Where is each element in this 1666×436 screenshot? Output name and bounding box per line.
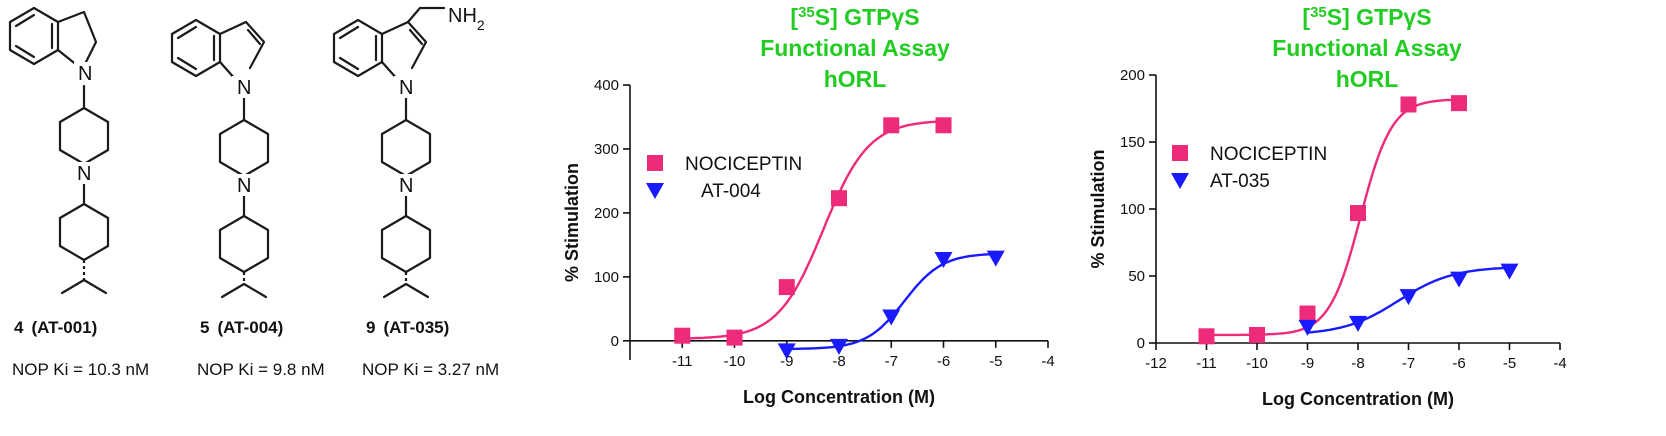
data-point — [726, 329, 743, 346]
x-tick-label: -7 — [885, 353, 898, 370]
series-curve-nociceptin — [1206, 98, 1459, 337]
compound-9-ki: NOP Ki = 3.27 nM — [362, 360, 499, 379]
data-point — [882, 309, 901, 326]
data-point — [1500, 263, 1519, 280]
chart-title-line2: Functional Assay — [760, 35, 950, 61]
legend-label: NOCICEPTIN — [1210, 144, 1327, 165]
y-tick-label: 50 — [1128, 268, 1145, 285]
y-tick-label: 200 — [594, 205, 619, 222]
data-point — [1349, 315, 1367, 332]
y-axis-title: % Stimulation — [562, 163, 582, 282]
data-point — [831, 190, 847, 207]
y-tick-label: 300 — [594, 141, 619, 158]
compound-9-label: 9 (AT-035) — [366, 318, 449, 337]
y-tick-label: 400 — [594, 77, 619, 94]
data-point — [778, 279, 795, 296]
legend-label: AT-035 — [1210, 171, 1270, 192]
x-tick-label: -11 — [672, 353, 693, 370]
y-tick-label: 0 — [611, 333, 619, 350]
atom-n: N — [399, 77, 413, 99]
x-tick-label: -4 — [1553, 355, 1566, 372]
data-point — [674, 327, 691, 344]
chart-title-line2: Functional Assay — [1272, 35, 1462, 61]
x-tick-label: -9 — [1301, 355, 1314, 372]
chart-title-line3: hORL — [1336, 66, 1399, 92]
data-point — [1299, 305, 1316, 322]
series-curve-nociceptin — [682, 120, 944, 340]
compound-5-ki: NOP Ki = 9.8 nM — [197, 360, 325, 379]
compound-4-ki: NOP Ki = 10.3 nM — [12, 360, 149, 379]
y-tick-label: 200 — [1120, 67, 1145, 84]
atom-n: N — [78, 63, 92, 85]
legend-marker — [1172, 145, 1188, 161]
x-tick-label: -6 — [1452, 355, 1465, 372]
x-tick-label: -10 — [724, 353, 746, 370]
data-point — [883, 117, 900, 134]
series-curve-at-004 — [786, 252, 996, 351]
legend-marker — [1171, 173, 1189, 189]
y-tick-label: 0 — [1137, 335, 1145, 352]
y-tick-label: 100 — [1120, 201, 1145, 218]
nh2-group: NH2 — [448, 5, 485, 33]
data-point — [934, 251, 953, 268]
x-axis-title: Log Concentration (M) — [743, 387, 935, 407]
x-tick-label: -5 — [989, 353, 1002, 370]
data-point — [1298, 319, 1317, 336]
data-point — [830, 338, 848, 355]
atom-n: N — [237, 175, 251, 197]
legend-label: NOCICEPTIN — [685, 154, 802, 175]
x-tick-label: -6 — [937, 353, 950, 370]
x-tick-label: -5 — [1503, 355, 1516, 372]
x-axis-title: Log Concentration (M) — [1262, 389, 1454, 409]
structure-compound-4: N N — [8, 6, 110, 295]
chart-title-line1: [35S] GTPγS — [1302, 4, 1431, 31]
atom-n: N — [399, 175, 413, 197]
data-point — [1350, 205, 1366, 222]
x-tick-label: -12 — [1145, 355, 1167, 372]
chart-at-004: [35S] GTPγS Functional Assay hORL 0 100 200 30… — [562, 4, 1055, 407]
legend-label: AT-004 — [701, 181, 761, 202]
legend-marker — [646, 183, 664, 199]
y-tick-label: 100 — [594, 269, 619, 286]
data-point — [1198, 328, 1215, 345]
data-point — [986, 250, 1005, 267]
structure-compound-9: N N NH2 — [332, 5, 485, 299]
chart-at-035: [35S] GTPγS Functional Assay hORL 0 50 100 150… — [1088, 4, 1567, 410]
x-tick-label: -8 — [832, 353, 845, 370]
compound-labels: 4 (AT-001) NOP Ki = 10.3 nM 5 (AT-004) NOP… — [12, 318, 499, 379]
x-tick-label: -4 — [1041, 353, 1054, 370]
data-point — [1399, 289, 1418, 306]
compound-5-label: 5 (AT-004) — [200, 318, 283, 337]
y-tick-label: 150 — [1120, 134, 1145, 151]
x-tick-label: -11 — [1196, 355, 1217, 372]
legend-marker — [647, 155, 663, 171]
structure-compound-5: N N — [170, 18, 270, 299]
chart-title-line1: [35S] GTPγS — [790, 4, 919, 31]
chart-title-line3: hORL — [824, 66, 887, 92]
data-point — [1249, 326, 1265, 343]
x-tick-label: -8 — [1351, 355, 1364, 372]
data-point — [1450, 271, 1468, 288]
data-point — [935, 117, 952, 134]
data-point — [1451, 95, 1467, 112]
x-tick-label: -10 — [1246, 355, 1268, 372]
atom-n: N — [237, 77, 251, 99]
x-tick-label: -7 — [1402, 355, 1415, 372]
data-point — [777, 343, 796, 360]
compound-4-label: 4 (AT-001) — [14, 318, 97, 337]
x-tick-label: -9 — [780, 353, 793, 370]
data-point — [1400, 96, 1417, 113]
atom-n: N — [77, 163, 91, 185]
y-axis-title: % Stimulation — [1088, 149, 1108, 268]
